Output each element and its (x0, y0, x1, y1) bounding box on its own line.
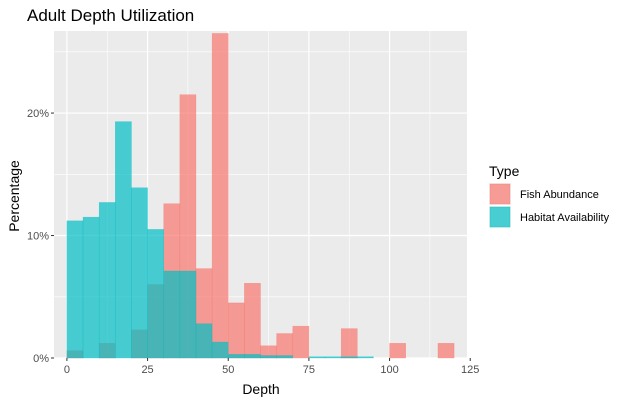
y-tick-label: 20% (27, 108, 49, 120)
legend-label: Habitat Availability (520, 212, 610, 224)
x-tick-label: 100 (380, 364, 398, 376)
x-tick-label: 75 (303, 364, 315, 376)
fish-abundance-bar (340, 328, 358, 359)
habitat-availability-bar (131, 187, 148, 359)
habitat-availability-bar (211, 341, 229, 359)
habitat-availability-bar (227, 354, 245, 359)
habitat-availability-bar (82, 216, 100, 359)
habitat-availability-bar (308, 356, 326, 359)
habitat-availability-bar (340, 356, 358, 359)
x-axis: 0 25 50 75 100 125 (64, 358, 479, 376)
habitat-availability-bar (147, 229, 164, 359)
y-axis: 0% 10% 20% (27, 108, 54, 365)
legend-label: Fish Abundance (520, 189, 599, 201)
habitat-availability-bar (115, 121, 132, 359)
legend-swatch (489, 183, 511, 205)
x-axis-title: Depth (242, 381, 279, 397)
fish-abundance-bar (227, 302, 245, 359)
habitat-availability-bar (260, 355, 277, 359)
legend: Type Fish Abundance Habitat Availability (489, 163, 610, 228)
fish-abundance-bar (276, 333, 294, 359)
fish-abundance-bar (292, 325, 310, 359)
chart-title: Adult Depth Utilization (27, 6, 194, 25)
x-tick-label: 25 (141, 364, 153, 376)
habitat-availability-bar (163, 270, 181, 359)
habitat-availability-bar (179, 270, 197, 359)
legend-title: Type (489, 163, 520, 179)
habitat-availability-bar (324, 356, 342, 359)
legend-swatch (489, 206, 511, 228)
habitat-availability-bar (276, 355, 294, 359)
habitat-availability-bar (98, 202, 116, 359)
habitat-availability-bar (357, 356, 374, 359)
y-tick-label: 0% (33, 353, 49, 365)
x-tick-label: 50 (222, 364, 234, 376)
x-tick-label: 0 (64, 364, 70, 376)
y-axis-title: Percentage (6, 160, 22, 232)
x-tick-label: 125 (461, 364, 479, 376)
fish-abundance-bar (211, 33, 229, 359)
habitat-availability-bar (195, 323, 213, 359)
habitat-availability-bars (66, 121, 374, 359)
fish-abundance-bar (437, 343, 455, 359)
fish-abundance-bar (244, 283, 261, 359)
habitat-availability-bar (244, 354, 261, 359)
fish-abundance-bar (389, 343, 406, 359)
habitat-availability-bar (66, 220, 84, 359)
y-tick-label: 10% (27, 231, 49, 243)
